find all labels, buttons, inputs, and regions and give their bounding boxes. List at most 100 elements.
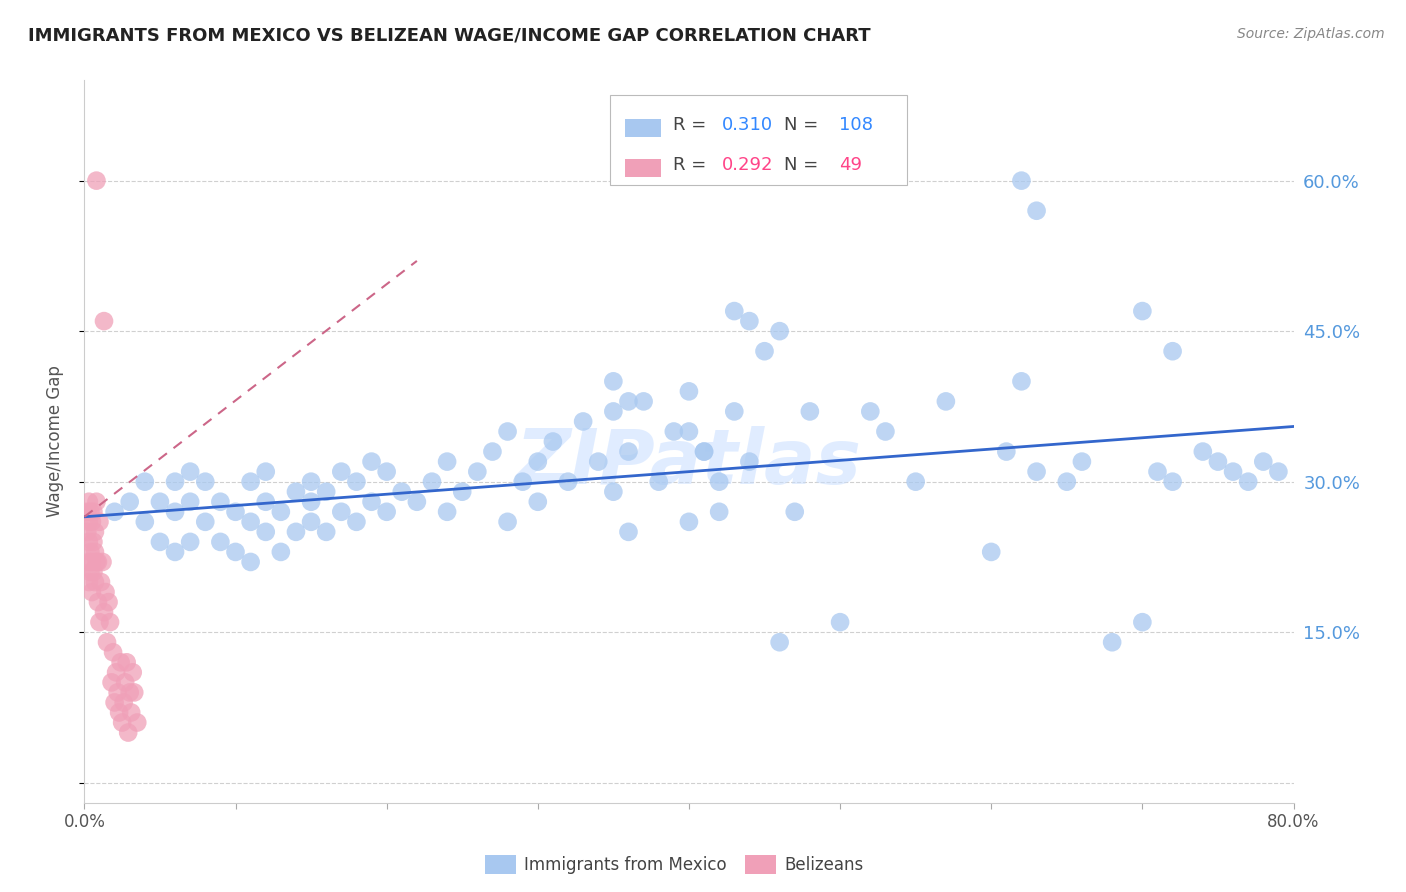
Point	[82, 565, 104, 579]
Point	[360, 494, 382, 508]
Text: 49: 49	[839, 156, 862, 174]
Point	[134, 515, 156, 529]
Point	[77, 574, 100, 589]
Point	[77, 534, 100, 549]
Text: ZIPatlas: ZIPatlas	[516, 426, 862, 500]
Text: Source: ZipAtlas.com: Source: ZipAtlas.com	[1237, 27, 1385, 41]
Y-axis label: Wage/Income Gap: Wage/Income Gap	[45, 366, 63, 517]
Point	[209, 494, 232, 508]
Point	[723, 304, 745, 318]
Point	[112, 696, 135, 710]
Point	[76, 505, 98, 519]
Point	[602, 374, 624, 388]
Point	[723, 404, 745, 418]
Point	[995, 444, 1018, 458]
Point	[86, 173, 108, 188]
Point	[82, 505, 104, 519]
Point	[754, 344, 776, 359]
Point	[420, 475, 443, 489]
Point	[114, 675, 136, 690]
Point	[1206, 454, 1229, 469]
Point	[512, 475, 534, 489]
FancyBboxPatch shape	[610, 95, 907, 185]
Point	[769, 635, 792, 649]
Point	[239, 475, 262, 489]
Point	[77, 555, 100, 569]
Point	[105, 665, 128, 680]
Point	[330, 465, 353, 479]
Text: N =: N =	[785, 156, 824, 174]
Point	[270, 505, 292, 519]
Point	[149, 534, 172, 549]
Point	[1253, 454, 1275, 469]
Point	[360, 454, 382, 469]
Point	[1161, 475, 1184, 489]
Point	[80, 515, 103, 529]
Point	[678, 515, 700, 529]
Point	[1056, 475, 1078, 489]
Point	[1101, 635, 1123, 649]
FancyBboxPatch shape	[624, 120, 661, 137]
Text: N =: N =	[785, 117, 824, 135]
Point	[299, 475, 322, 489]
Point	[115, 655, 138, 669]
Point	[285, 524, 308, 539]
Point	[89, 615, 111, 630]
Point	[980, 545, 1002, 559]
Point	[769, 324, 792, 338]
Point	[80, 555, 103, 569]
Point	[225, 505, 247, 519]
Point	[315, 524, 337, 539]
Point	[830, 615, 852, 630]
Point	[285, 484, 308, 499]
Text: R =: R =	[673, 156, 713, 174]
Point	[127, 715, 149, 730]
Point	[91, 555, 114, 569]
Point	[82, 534, 104, 549]
Point	[481, 444, 503, 458]
Point	[496, 515, 519, 529]
Point	[86, 494, 108, 508]
Point	[97, 595, 120, 609]
Point	[527, 494, 550, 508]
Point	[86, 555, 108, 569]
Point	[436, 454, 458, 469]
Point	[84, 524, 107, 539]
Point	[678, 384, 700, 399]
Point	[165, 505, 187, 519]
Point	[783, 505, 806, 519]
Point	[602, 484, 624, 499]
Point	[693, 444, 716, 458]
Point	[709, 505, 731, 519]
Point	[165, 475, 187, 489]
Point	[799, 404, 821, 418]
Point	[678, 425, 700, 439]
Point	[346, 515, 368, 529]
Point	[875, 425, 897, 439]
Point	[346, 475, 368, 489]
Point	[391, 484, 413, 499]
Point	[1025, 465, 1047, 479]
Point	[107, 685, 129, 699]
Point	[84, 545, 107, 559]
Point	[93, 605, 115, 619]
Point	[1071, 454, 1094, 469]
Point	[1146, 465, 1168, 479]
Point	[1222, 465, 1244, 479]
Point	[541, 434, 564, 449]
Point	[179, 494, 201, 508]
Point	[89, 515, 111, 529]
Point	[96, 635, 118, 649]
Point	[239, 555, 262, 569]
Point	[87, 595, 110, 609]
Point	[662, 425, 685, 439]
Point	[602, 404, 624, 418]
Point	[79, 545, 101, 559]
Point	[1267, 465, 1289, 479]
Point	[165, 545, 187, 559]
Point	[194, 475, 217, 489]
Point	[93, 314, 115, 328]
Point	[104, 505, 127, 519]
Point	[101, 645, 124, 659]
Text: Belizeans: Belizeans	[785, 856, 863, 874]
